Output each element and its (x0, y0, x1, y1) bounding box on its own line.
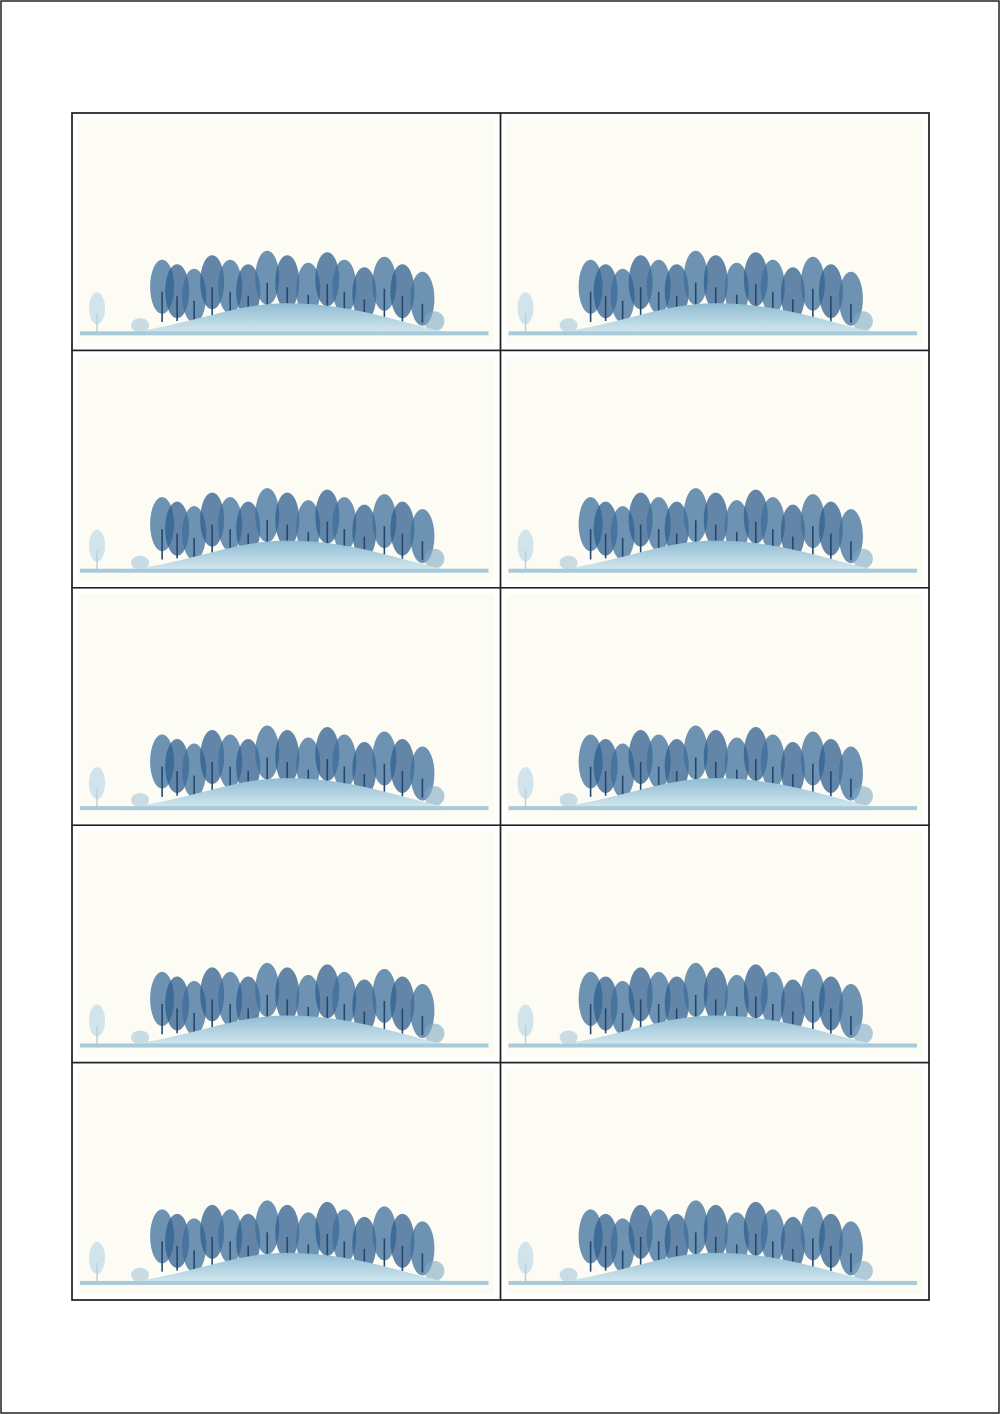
grid-outline (71, 112, 930, 1301)
business-card (505, 118, 924, 346)
business-card (77, 118, 496, 346)
business-card (77, 830, 496, 1058)
business-card (505, 1067, 924, 1295)
card-grid (71, 112, 930, 1301)
business-card (505, 830, 924, 1058)
business-card (77, 1067, 496, 1295)
business-card (505, 355, 924, 583)
business-card (77, 593, 496, 820)
business-card (77, 355, 496, 583)
business-card (505, 593, 924, 820)
